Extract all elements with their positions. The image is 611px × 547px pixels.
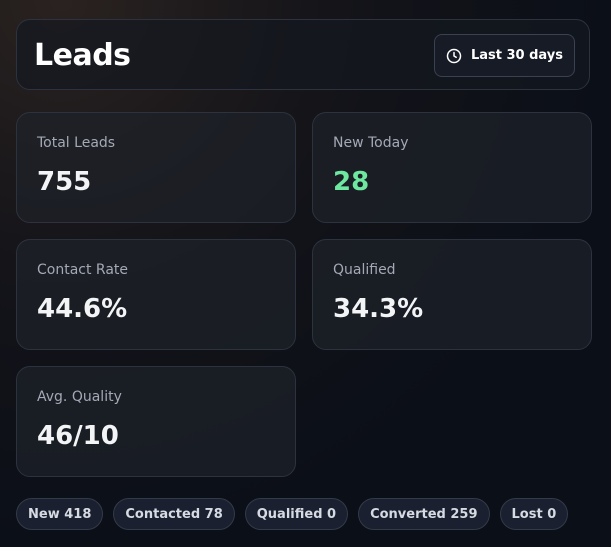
metric-card: Contact Rate 44.6% — [16, 239, 296, 350]
metric-value: 46/10 — [37, 421, 119, 451]
metric-label: New Today — [333, 135, 409, 151]
status-pill[interactable]: Lost 0 — [499, 498, 569, 530]
metric-label: Contact Rate — [37, 262, 129, 278]
metric-card: Avg. Quality 46/10 — [16, 366, 296, 477]
metric-card: Total Leads 755 — [16, 112, 296, 223]
metric-card: Qualified 34.3% — [312, 239, 592, 350]
status-pill[interactable]: Qualified 0 — [244, 498, 349, 530]
page-title: Leads — [34, 38, 131, 73]
metric-label: Total Leads — [37, 135, 116, 151]
status-pill[interactable]: New 418 — [16, 498, 104, 530]
metric-value: 755 — [37, 167, 92, 197]
header: Leads Last 30 days — [16, 19, 590, 90]
metric-label: Avg. Quality — [37, 389, 122, 405]
metric-value: 28 — [333, 167, 370, 197]
date-range-label: Last 30 days — [470, 48, 564, 63]
date-range-button[interactable]: Last 30 days — [434, 34, 575, 77]
status-pills: New 418 Contacted 78 Qualified 0 Convert… — [16, 498, 569, 530]
metric-value: 44.6% — [37, 294, 128, 324]
metric-label: Qualified — [333, 262, 396, 278]
metric-card: New Today 28 — [312, 112, 592, 223]
metric-value: 34.3% — [333, 294, 424, 324]
status-pill[interactable]: Converted 259 — [358, 498, 490, 530]
status-pill[interactable]: Contacted 78 — [113, 498, 235, 530]
clock-icon — [446, 48, 462, 63]
